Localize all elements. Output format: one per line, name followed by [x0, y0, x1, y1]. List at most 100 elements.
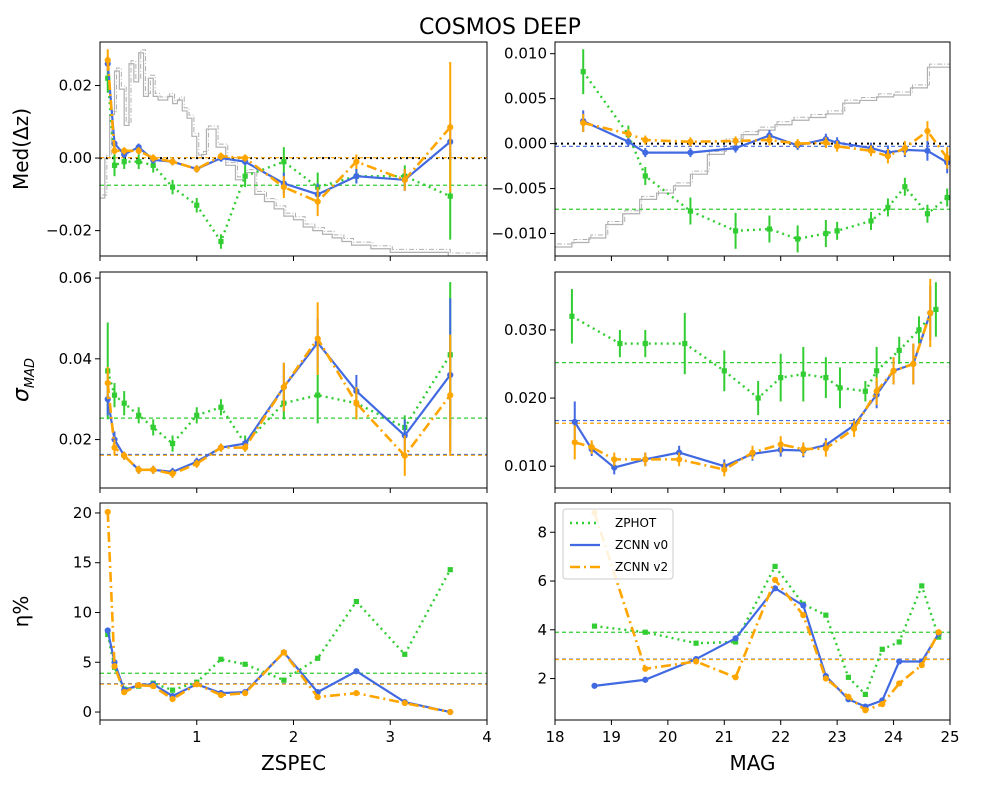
data-point — [901, 145, 908, 152]
legend: ZPHOT ZCNN v0 ZCNN v2 — [562, 508, 674, 580]
legend-box — [562, 508, 674, 580]
data-point — [924, 211, 931, 217]
data-point — [910, 360, 917, 368]
series-line — [582, 121, 949, 159]
data-point — [924, 147, 931, 154]
series-v2 — [571, 278, 934, 477]
series-v2 — [591, 509, 942, 714]
data-point — [834, 228, 840, 234]
data-point — [401, 452, 408, 459]
data-point — [927, 309, 934, 316]
data-point — [104, 57, 111, 64]
data-point — [314, 198, 321, 205]
panel-zspec-eta: 1 2 3 4 20 15 10 5 0 ZSPEC η% — [9, 502, 492, 775]
data-point — [879, 646, 885, 652]
data-point — [353, 173, 360, 180]
data-point — [721, 466, 728, 473]
data-point — [732, 228, 739, 234]
data-point — [749, 449, 756, 456]
data-point — [447, 567, 453, 573]
histogram-step — [555, 66, 950, 248]
data-point — [591, 682, 598, 689]
data-point — [867, 147, 875, 154]
data-point — [642, 149, 649, 156]
data-point — [874, 368, 880, 374]
x-tick-label: 3 — [385, 728, 395, 746]
data-point — [591, 623, 598, 629]
data-point — [933, 306, 939, 313]
y-tick-label: 8 — [537, 523, 547, 541]
y-tick-label: 10 — [73, 603, 92, 621]
y-tick-label: 0.06 — [59, 269, 92, 287]
data-point — [104, 627, 111, 634]
data-point — [135, 147, 142, 154]
legend-label-v2: ZCNN v2 — [615, 560, 668, 574]
data-point — [944, 194, 950, 201]
data-point — [822, 139, 829, 146]
x-tick-label: 21 — [715, 728, 734, 746]
data-point — [218, 656, 224, 662]
data-point — [136, 159, 142, 165]
data-point — [447, 708, 454, 716]
data-point — [732, 639, 739, 645]
data-point — [580, 69, 586, 75]
data-point — [862, 388, 868, 394]
data-point — [771, 576, 779, 583]
plot-area — [555, 509, 950, 714]
data-point — [611, 456, 618, 463]
histogram-step-secondary — [557, 63, 950, 245]
series-v2 — [580, 113, 950, 169]
data-point — [242, 173, 248, 179]
data-point — [884, 153, 892, 160]
data-point — [150, 466, 157, 473]
panel-mag-eta: 18 19 20 21 22 23 24 25 8 6 4 2 MAG ZPHOT ZCNN v0 ZCNN … — [537, 502, 960, 775]
data-point — [823, 230, 829, 237]
data-point — [314, 694, 321, 701]
plot-area — [100, 282, 487, 478]
data-point — [580, 119, 587, 127]
data-point — [642, 136, 649, 144]
data-point — [834, 143, 841, 150]
data-point — [800, 446, 807, 453]
data-point — [755, 395, 761, 401]
data-point — [218, 404, 224, 410]
y-tick-label: 0.02 — [59, 431, 92, 449]
histogram-step-secondary — [102, 49, 487, 254]
data-point — [766, 136, 773, 144]
data-point — [936, 634, 942, 640]
data-point — [845, 674, 852, 680]
axes-frame — [554, 271, 951, 489]
data-point — [105, 75, 111, 81]
data-point — [772, 563, 778, 569]
y-axis-label: η% — [9, 596, 33, 628]
data-point — [682, 340, 688, 347]
data-point — [150, 154, 157, 162]
data-point — [135, 466, 142, 473]
data-point — [732, 137, 739, 145]
data-point — [169, 440, 176, 447]
data-point — [822, 445, 829, 452]
data-point — [693, 640, 699, 646]
data-point — [280, 649, 287, 656]
data-point — [281, 677, 287, 683]
data-point — [353, 158, 360, 165]
data-point — [862, 691, 868, 697]
plot-area — [100, 508, 487, 716]
data-point — [121, 400, 127, 406]
data-point — [800, 612, 807, 619]
series-v2 — [104, 508, 454, 716]
data-point — [169, 687, 176, 693]
data-point — [242, 661, 248, 667]
y-tick-label: 0.04 — [59, 350, 92, 368]
data-point — [935, 629, 942, 636]
y-tick-label: 0.030 — [504, 321, 547, 339]
y-tick-label: 0.020 — [504, 389, 547, 407]
data-point — [447, 193, 453, 199]
data-point — [242, 444, 249, 451]
data-point — [111, 663, 118, 670]
data-point — [169, 184, 176, 190]
data-point — [919, 583, 925, 589]
data-point — [150, 424, 156, 431]
y-tick-label: 20 — [73, 504, 92, 522]
axes-frame — [554, 502, 951, 721]
